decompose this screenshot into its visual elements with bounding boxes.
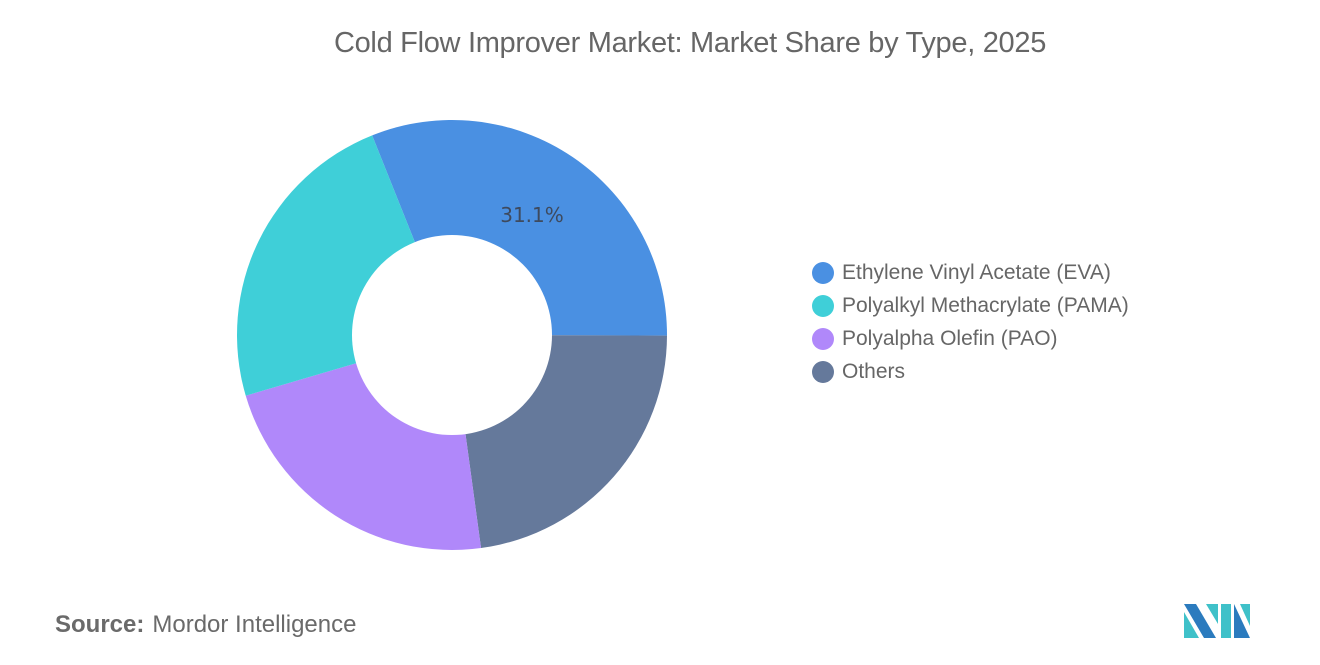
source-label: Source: [55,611,145,638]
legend: Ethylene Vinyl Acetate (EVA) Polyalkyl M… [812,256,1129,388]
legend-swatch-icon [812,294,834,317]
legend-label: Ethylene Vinyl Acetate (EVA) [842,260,1111,284]
slice-value-label: 31.1% [500,203,564,227]
legend-item-pama: Polyalkyl Methacrylate (PAMA) [812,289,1129,322]
legend-item-eva: Ethylene Vinyl Acetate (EVA) [812,256,1129,289]
mordor-intelligence-logo-icon [1184,604,1250,638]
legend-swatch-icon [812,327,834,350]
chart-title: Cold Flow Improver Market: Market Share … [333,27,1047,59]
source-value: Mordor Intelligence [152,611,357,638]
legend-label: Polyalpha Olefin (PAO) [842,326,1058,350]
legend-label: Polyalkyl Methacrylate (PAMA) [842,293,1129,317]
donut-hole [352,235,552,435]
legend-swatch-icon [812,360,834,383]
legend-item-pao: Polyalpha Olefin (PAO) [812,322,1129,355]
legend-item-others: Others [812,355,1129,388]
legend-label: Others [842,359,906,383]
legend-swatch-icon [812,261,834,284]
source-note: Source: Mordor Intelligence [55,611,356,639]
